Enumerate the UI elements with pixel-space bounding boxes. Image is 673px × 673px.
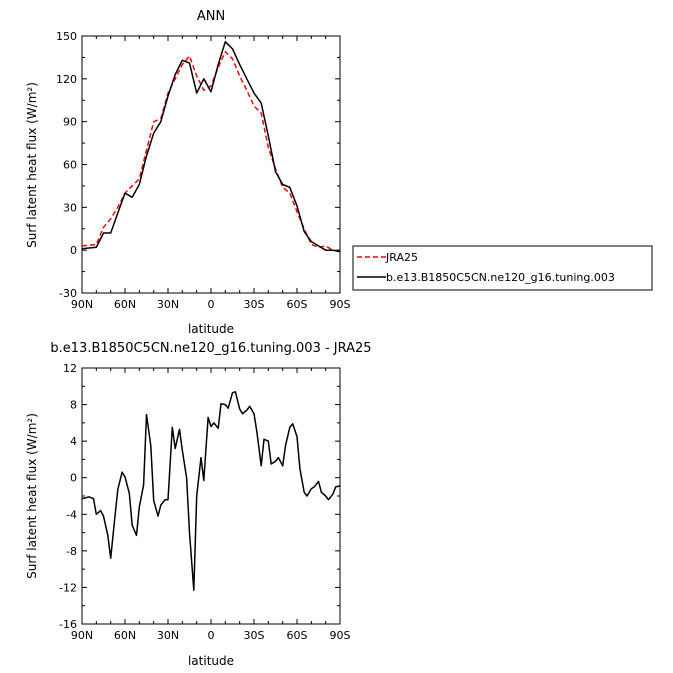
bottom-y-tick-label: -8 — [66, 545, 77, 558]
top-y-tick-label: 90 — [63, 116, 77, 129]
top-x-tick-label: 90N — [71, 298, 93, 311]
top-x-tick-label: 30S — [244, 298, 265, 311]
bottom-y-tick-label: 12 — [63, 362, 77, 375]
top-y-tick-label: 120 — [56, 73, 77, 86]
top-plot-frame — [81, 35, 341, 294]
top-x-tick-label: 90S — [330, 298, 351, 311]
bottom-x-tick-label: 90S — [330, 629, 351, 642]
bottom-y-tick-label: 8 — [70, 399, 77, 412]
legend-box — [352, 245, 653, 291]
top-x-axis-label: latitude — [188, 322, 234, 336]
top-series-line-1 — [81, 40, 341, 253]
bottom-y-tick-label: -12 — [59, 581, 77, 594]
legend-label-model: b.e13.B1850C5CN.ne120_g16.tuning.003 — [386, 271, 615, 284]
bottom-plot-frame — [81, 367, 341, 625]
bottom-y-tick-label: -16 — [59, 618, 77, 631]
bottom-x-tick-label: 30N — [157, 629, 179, 642]
top-x-tick-label: 0 — [208, 298, 215, 311]
top-y-tick-label: 60 — [63, 159, 77, 172]
legend-label-jra25: JRA25 — [385, 251, 418, 264]
top-y-axis-label: Surf latent heat flux (W/m²) — [25, 82, 39, 248]
top-y-tick-label: 150 — [56, 30, 77, 43]
bottom-y-tick-label: -4 — [66, 508, 77, 521]
bottom-x-tick-label: 60N — [114, 629, 136, 642]
top-y-tick-label: -30 — [59, 287, 77, 300]
bottom-x-tick-label: 30S — [244, 629, 265, 642]
legend: JRA25 b.e13.B1850C5CN.ne120_g16.tuning.0… — [352, 245, 653, 291]
bottom-x-tick-label: 0 — [208, 629, 215, 642]
bottom-y-axis-label: Surf latent heat flux (W/m²) — [25, 413, 39, 579]
top-y-tick-label: 30 — [63, 201, 77, 214]
bottom-x-axis-label: latitude — [188, 654, 234, 668]
top-x-tick-label: 60S — [287, 298, 308, 311]
bottom-x-tick-label: 60S — [287, 629, 308, 642]
bottom-x-tick-label: 90N — [71, 629, 93, 642]
top-series-line-0 — [81, 50, 341, 253]
bottom-series-line-0 — [81, 391, 341, 591]
bottom-y-tick-label: 4 — [70, 435, 77, 448]
bottom-chart-title: b.e13.B1850C5CN.ne120_g16.tuning.003 - J… — [50, 341, 371, 356]
top-x-tick-label: 30N — [157, 298, 179, 311]
bottom-y-tick-label: 0 — [70, 472, 77, 485]
top-y-tick-label: 0 — [70, 244, 77, 257]
top-chart-title: ANN — [197, 9, 225, 24]
top-x-tick-label: 60N — [114, 298, 136, 311]
